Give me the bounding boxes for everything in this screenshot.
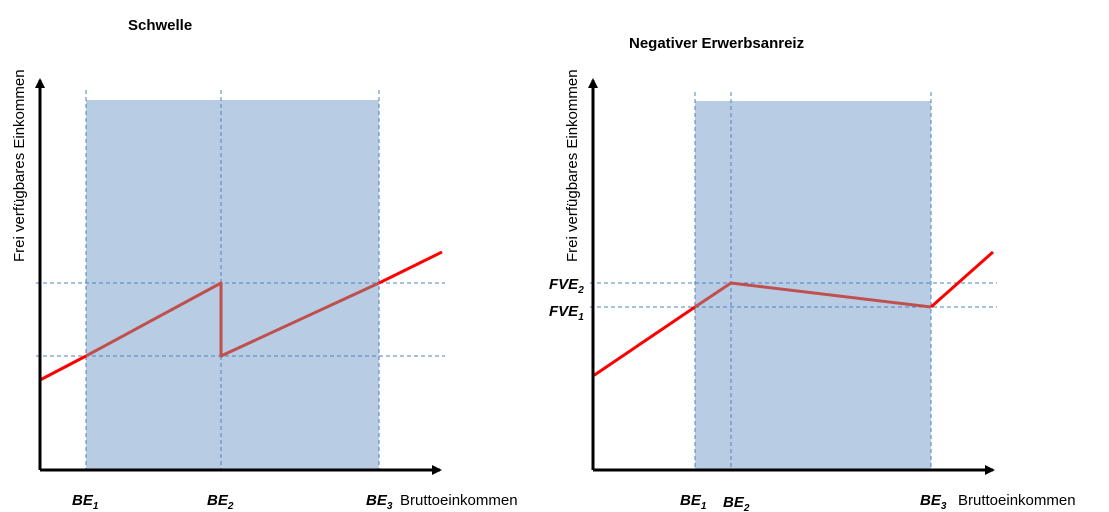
right-tick-fve1: FVE1	[549, 303, 584, 323]
right-curve-segment-inside	[694, 281, 932, 309]
left-curve-segment-before	[39, 354, 87, 382]
right-curve-segment-after	[930, 250, 994, 309]
left-panel: Schwelle Frei verfügbares Einkommen Brut…	[11, 17, 518, 512]
left-title: Schwelle	[128, 17, 192, 34]
right-tick-be2: BE2	[723, 494, 750, 512]
right-tick-be1: BE1	[680, 492, 707, 512]
right-tick-fve2: FVE2	[549, 276, 584, 296]
right-shaded-region	[695, 101, 931, 470]
left-tick-be1: BE1	[72, 492, 99, 512]
left-tick-be3: BE3	[366, 492, 393, 512]
right-curve-segment-before	[592, 305, 696, 378]
right-tick-be3: BE3	[920, 492, 947, 512]
left-shaded-region	[86, 100, 379, 470]
left-y-axis-label: Frei verfügbares Einkommen	[11, 69, 28, 262]
left-curve-segment-after	[378, 250, 443, 285]
right-title: Negativer Erwerbsanreiz	[629, 35, 804, 52]
right-panel: Negativer Erwerbsanreiz Frei verfügbares…	[549, 35, 1076, 512]
left-x-axis-label: Bruttoeinkommen	[400, 492, 518, 509]
right-y-axis-label: Frei verfügbares Einkommen	[564, 69, 581, 262]
left-tick-be2: BE2	[207, 492, 234, 512]
right-x-axis-label: Bruttoeinkommen	[958, 492, 1076, 509]
left-curve-segment-inside	[85, 281, 380, 358]
